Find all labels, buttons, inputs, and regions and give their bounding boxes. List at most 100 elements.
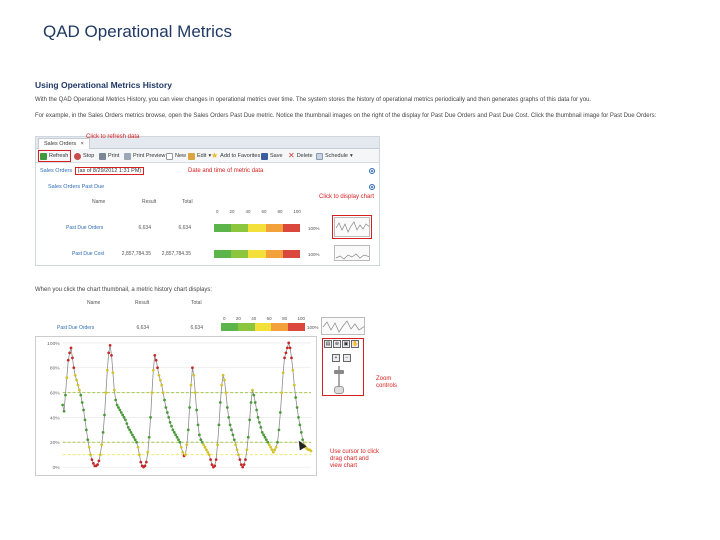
data-point	[62, 409, 66, 413]
timestamp: (as of 8/29/2012 1:31 PM)	[74, 167, 145, 175]
col-total: Total	[191, 300, 202, 306]
zoom-in-icon[interactable]: ⊕	[333, 340, 341, 348]
data-point	[274, 445, 278, 449]
zoom-slider-handle[interactable]	[334, 370, 344, 374]
row-past-due-cost[interactable]: Past Due Cost	[72, 251, 105, 257]
data-point	[217, 423, 221, 427]
data-point	[238, 458, 242, 462]
data-point	[199, 438, 203, 442]
data-point	[287, 341, 291, 345]
data-point	[295, 406, 299, 409]
scale-tick-label: 100	[293, 209, 301, 214]
data-point	[150, 391, 154, 394]
delete-button[interactable]: ✕ Delete	[288, 151, 313, 161]
data-point	[115, 403, 119, 407]
data-point	[65, 376, 69, 380]
data-point	[133, 438, 137, 442]
save-button[interactable]: Save	[261, 151, 283, 161]
data-point	[186, 428, 190, 432]
scale-tick-label: 40	[245, 209, 251, 214]
data-point	[138, 453, 141, 457]
row-percent: 100%	[308, 226, 320, 231]
data-point	[284, 351, 288, 355]
breadcrumb: Sales Orders (as of 8/29/2012 1:31 PM)	[40, 167, 145, 175]
metrics-browse-screenshot: Sales Orders × Refresh Stop Print Print …	[35, 134, 380, 266]
data-point	[110, 353, 113, 357]
data-point	[121, 413, 125, 417]
tab-close-icon[interactable]: ×	[80, 141, 84, 147]
scale-tick-label: 80	[282, 316, 288, 321]
edit-button[interactable]: Edit ▾	[188, 151, 211, 161]
data-point	[128, 428, 132, 432]
data-point	[144, 460, 148, 464]
data-point	[301, 438, 305, 442]
data-point	[251, 388, 254, 392]
breadcrumb-link[interactable]: Sales Orders	[40, 168, 73, 174]
data-point	[89, 453, 92, 457]
print-icon[interactable]: ▤	[324, 340, 332, 348]
data-point	[98, 453, 102, 457]
delete-label: Delete	[296, 153, 313, 159]
expand-radio-1[interactable]	[369, 168, 375, 174]
tab-sales-orders[interactable]: Sales Orders ×	[38, 138, 90, 149]
data-point	[64, 393, 67, 397]
data-point	[96, 463, 99, 467]
data-point	[245, 448, 249, 452]
data-point	[80, 401, 84, 404]
refresh-button[interactable]: Refresh	[40, 151, 68, 161]
add-favorites-label: Add to Favorites	[220, 153, 261, 159]
data-point	[171, 428, 175, 432]
chart-thumbnail[interactable]	[334, 217, 370, 237]
stop-button[interactable]: Stop	[74, 151, 94, 161]
expand-radio-2[interactable]	[369, 184, 375, 190]
print-preview-button[interactable]: Print Preview	[124, 151, 165, 161]
data-point	[156, 366, 159, 370]
data-point	[210, 463, 214, 467]
row-past-due-orders[interactable]: Past Due Orders	[66, 225, 104, 231]
print-label: Print	[108, 153, 120, 159]
data-point	[204, 448, 208, 452]
data-point	[255, 408, 258, 412]
data-point	[136, 445, 140, 449]
row-past-due-orders[interactable]: Past Due Orders	[57, 325, 95, 331]
chart-thumbnail[interactable]	[321, 317, 365, 335]
data-point	[189, 383, 193, 387]
chart-thumbnail[interactable]	[334, 245, 370, 261]
data-point	[265, 438, 268, 442]
new-button[interactable]: New	[166, 151, 186, 161]
data-point	[224, 391, 228, 394]
col-name: Name	[92, 199, 106, 205]
data-point	[174, 433, 178, 437]
row-result: 6,634	[136, 325, 149, 331]
data-point	[79, 393, 83, 397]
save-label: Save	[270, 153, 283, 159]
schedule-button[interactable]: Schedule ▾	[316, 151, 353, 161]
metric-history-chart[interactable]: 100% 80% 60% 40% 20% 0%	[35, 336, 317, 476]
thumbnail-highlight	[332, 215, 372, 239]
zoom-slider-track[interactable]	[338, 366, 340, 392]
data-point	[285, 346, 289, 350]
scale-tick-label: 20	[235, 316, 241, 321]
data-point	[153, 353, 157, 357]
print-preview-label: Print Preview	[133, 153, 166, 159]
data-point	[105, 368, 109, 372]
data-point	[97, 459, 101, 463]
data-point	[78, 388, 81, 392]
data-point	[90, 458, 94, 462]
data-point	[221, 373, 225, 377]
page-title: QAD Operational Metrics	[43, 22, 232, 41]
intro-paragraph: With the QAD Operational Metrics History…	[35, 97, 592, 103]
print-button[interactable]: Print	[99, 151, 119, 161]
zoom-out-button[interactable]: −	[343, 354, 351, 362]
data-point	[129, 430, 133, 434]
export-icon[interactable]: ▣	[342, 340, 350, 348]
data-point	[198, 433, 201, 437]
data-point	[213, 464, 217, 468]
add-to-favorites-button[interactable]: ★ Add to Favorites	[211, 151, 260, 161]
example-paragraph: For example, in the Sales Orders metrics…	[35, 113, 657, 119]
scale-tick-label: 0	[223, 316, 226, 321]
zoom-in-button[interactable]: +	[332, 354, 340, 362]
refresh-icon	[40, 152, 47, 160]
data-point	[273, 448, 277, 452]
pan-icon[interactable]: ✋	[351, 340, 359, 348]
